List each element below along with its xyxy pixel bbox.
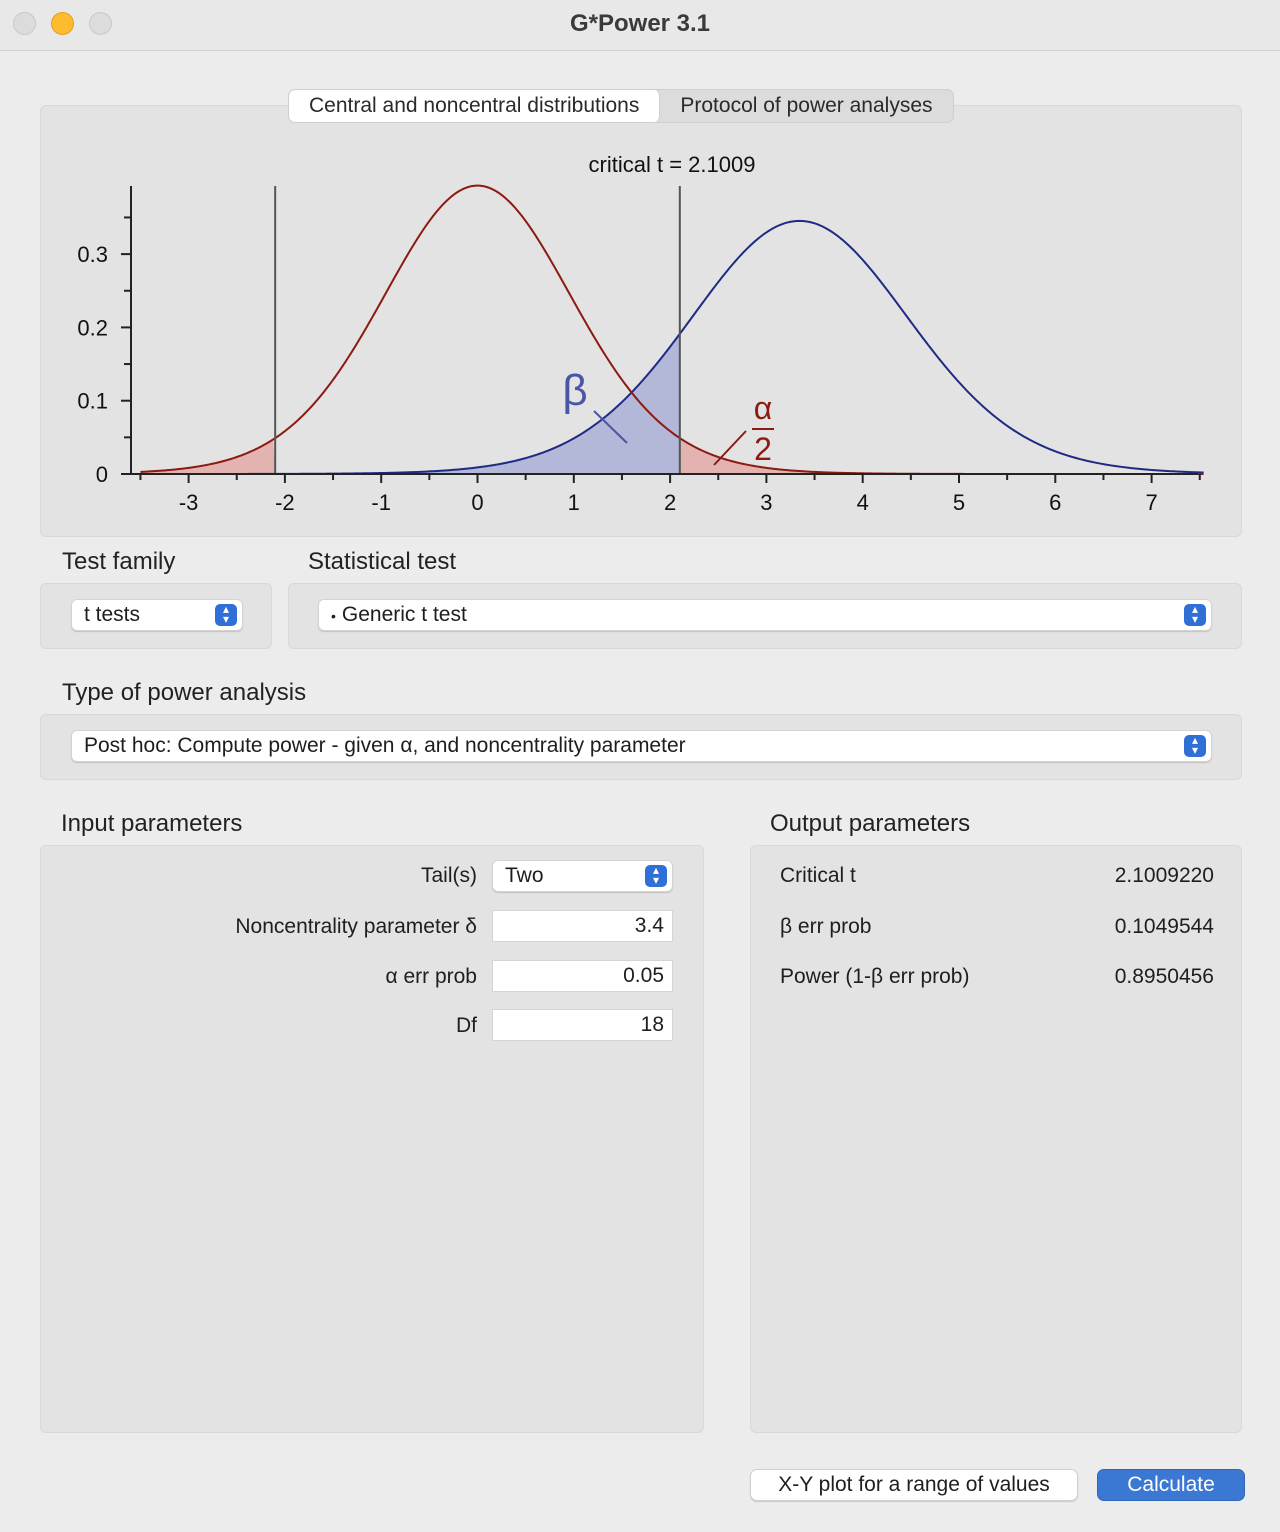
- updown-chevron-icon: ▴ ▾: [1184, 734, 1206, 757]
- beta-label: β: [562, 366, 587, 415]
- test-family-select[interactable]: t tests ▴ ▾: [71, 599, 243, 631]
- x-tick-label: 6: [1049, 490, 1061, 515]
- x-tick-label: 2: [664, 490, 676, 515]
- statistical-test-value: Generic t test: [341, 603, 467, 626]
- x-tick-label: -3: [179, 490, 199, 515]
- title-bar: G*Power 3.1: [0, 0, 1280, 51]
- y-tick-label: 0.1: [77, 389, 108, 414]
- noncentrality-input[interactable]: 3.4: [492, 910, 673, 942]
- alpha-input[interactable]: 0.05: [492, 960, 673, 992]
- power-analysis-select[interactable]: Post hoc: Compute power - given α, and n…: [71, 730, 1212, 762]
- test-family-value: t tests: [84, 603, 141, 626]
- x-tick-label: 7: [1145, 490, 1157, 515]
- y-tick-label: 0: [96, 462, 108, 487]
- close-window-button[interactable]: [13, 12, 36, 35]
- power-analysis-label: Type of power analysis: [62, 679, 307, 706]
- statistical-test-label: Statistical test: [308, 548, 457, 575]
- distribution-chart: critical t = 2.1009 0 0.1 0.2 0.3 -3 -2 -1 0 1 2 3…: [77, 152, 1205, 515]
- x-tick-label: -1: [371, 490, 391, 515]
- updown-chevron-icon: ▴ ▾: [1184, 603, 1206, 626]
- beta-pointer: [593, 410, 628, 444]
- input-parameters-panel: [40, 845, 704, 1433]
- updown-chevron-icon: ▴ ▾: [645, 864, 667, 887]
- beta-region: [140, 333, 680, 474]
- x-tick-label: -2: [275, 490, 295, 515]
- output-parameters-panel: [750, 845, 1242, 1433]
- x-tick-label: 0: [471, 490, 483, 515]
- x-tick-label: 5: [953, 490, 965, 515]
- updown-chevron-icon: ▴ ▾: [215, 603, 237, 626]
- y-tick-label: 0.2: [77, 315, 108, 340]
- zoom-window-button[interactable]: [89, 12, 112, 35]
- output-row-value: 0.8950456: [1114, 965, 1214, 988]
- tails-value: Two: [505, 864, 544, 887]
- xy-plot-button[interactable]: X-Y plot for a range of values: [750, 1469, 1078, 1501]
- bullet-icon: •: [331, 608, 336, 624]
- y-tick-label: 0.3: [77, 242, 108, 267]
- tails-label: Tail(s): [421, 864, 477, 887]
- x-tick-label: 3: [760, 490, 772, 515]
- window-title: G*Power 3.1: [569, 10, 711, 37]
- noncentrality-label: Noncentrality parameter δ: [235, 915, 477, 938]
- tab-protocol[interactable]: Protocol of power analyses: [680, 94, 933, 117]
- df-label: Df: [456, 1014, 477, 1037]
- output-row-label: Critical t: [780, 864, 856, 887]
- test-family-label: Test family: [62, 548, 176, 575]
- alpha-left-region: [140, 439, 276, 474]
- alpha-label: α err prob: [385, 965, 477, 988]
- input-parameters-label: Input parameters: [61, 810, 243, 837]
- tab-distributions[interactable]: Central and noncentral distributions: [289, 90, 661, 122]
- shaded-regions: [140, 333, 1205, 474]
- chart-axes: 0 0.1 0.2 0.3 -3 -2 -1 0 1 2 3 4 5 6 7: [77, 186, 1201, 515]
- alpha-pointer: [713, 430, 747, 466]
- output-row-label: β err prob: [780, 915, 872, 938]
- x-tick-label: 4: [857, 490, 869, 515]
- output-row-label: Power (1-β err prob): [780, 965, 970, 988]
- output-parameters-label: Output parameters: [770, 810, 971, 837]
- view-tabs: Central and noncentral distributions Pro…: [288, 89, 954, 123]
- chart-title: critical t = 2.1009: [589, 152, 756, 177]
- alpha-right-region: [679, 438, 1205, 474]
- statistical-test-select[interactable]: • Generic t test ▴ ▾: [318, 599, 1212, 631]
- alpha-denominator: 2: [754, 431, 772, 467]
- output-row-value: 0.1049544: [1114, 915, 1214, 938]
- df-input[interactable]: 18: [492, 1009, 673, 1041]
- minimize-window-button[interactable]: [51, 12, 74, 35]
- x-tick-label: 1: [568, 490, 580, 515]
- chart-annotations: β α 2: [562, 366, 774, 467]
- calculate-button[interactable]: Calculate: [1097, 1469, 1245, 1501]
- output-row-value: 2.1009220: [1114, 864, 1214, 887]
- alpha-label: α: [754, 390, 773, 426]
- power-analysis-value: Post hoc: Compute power - given α, and n…: [84, 734, 686, 757]
- tails-select[interactable]: Two ▴ ▾: [492, 860, 673, 892]
